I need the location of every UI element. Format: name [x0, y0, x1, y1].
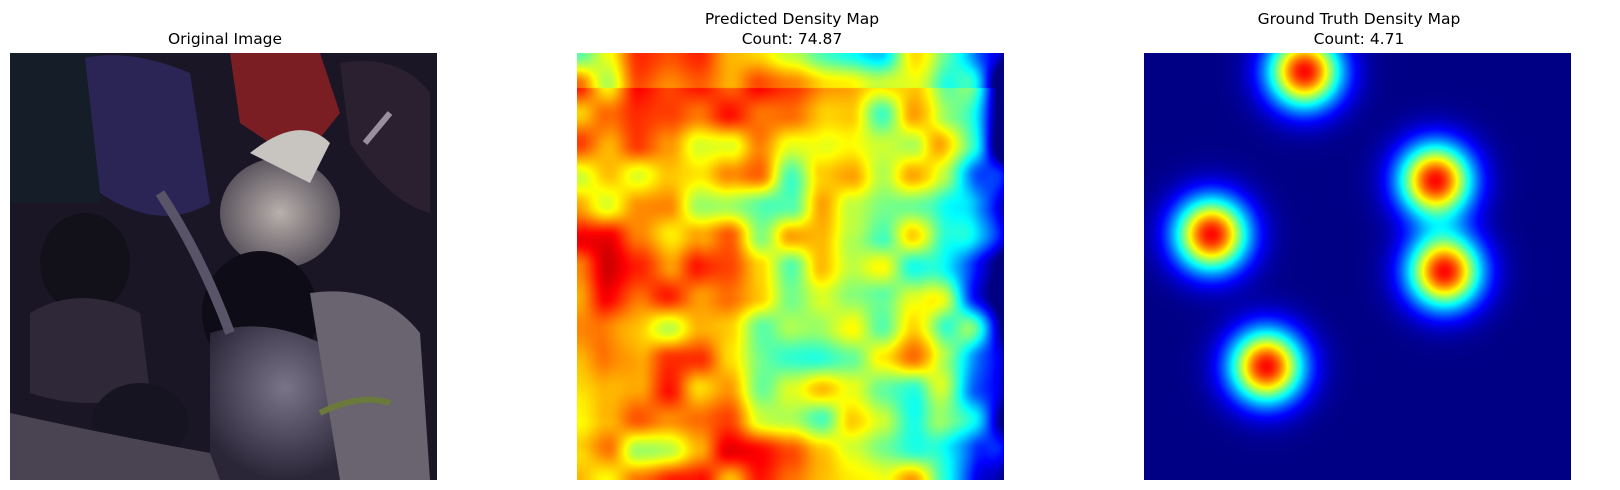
panel-title-ground-truth: Ground Truth Density Map — [1257, 10, 1461, 28]
ground-truth-density-panel: Ground Truth Density Map Count: 4.71 — [1144, 0, 1574, 490]
panel-title-original: Original Image — [167, 30, 283, 48]
predicted-density-map — [577, 53, 1004, 480]
original-image — [10, 53, 437, 480]
ground-truth-count-label: Count: 4.71 — [1313, 30, 1405, 48]
predicted-density-canvas — [577, 53, 1004, 480]
ground-truth-density-canvas — [1144, 53, 1571, 480]
predicted-count-label: Count: 74.87 — [741, 30, 843, 48]
predicted-density-panel: Predicted Density Map Count: 74.87 — [577, 0, 1007, 490]
ground-truth-density-map — [1144, 53, 1571, 480]
panel-title-predicted: Predicted Density Map — [704, 10, 880, 28]
original-image-panel: Original Image — [10, 0, 440, 490]
